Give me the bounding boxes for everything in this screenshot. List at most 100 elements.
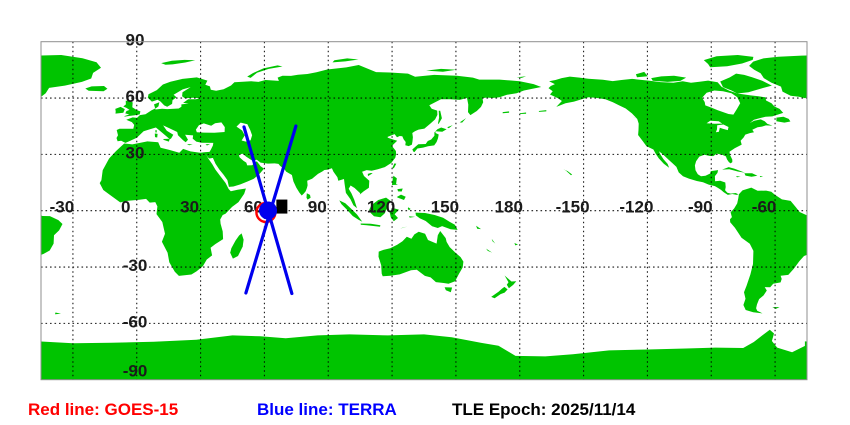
- longitude-label: 120: [367, 198, 395, 217]
- south-georgia-landmass: [821, 313, 827, 315]
- sicily-landmass: [163, 138, 170, 142]
- hispaniola-landmass: [744, 173, 758, 177]
- latitude-label: 90: [126, 31, 145, 50]
- uk-landmass: [123, 100, 141, 117]
- lake-superior: [706, 120, 723, 124]
- longitude-label: 30: [180, 198, 199, 217]
- java-landmass: [360, 223, 381, 227]
- land-layer: [0, 55, 827, 380]
- corsica-landmass: [155, 130, 157, 133]
- novaya-zemlya-landmass: [247, 65, 283, 78]
- iceland-landmass: [85, 86, 108, 92]
- solomons-landmass: [476, 225, 481, 230]
- latitude-label: -60: [123, 312, 148, 331]
- longitude-label: 150: [431, 198, 459, 217]
- eurasia-africa-landmass: [99, 65, 542, 276]
- halmahera-landmass: [407, 207, 411, 211]
- puerto-rico-landmass: [759, 176, 764, 178]
- crete-landmass: [187, 144, 193, 146]
- longitude-label: 0: [121, 198, 130, 217]
- luzon-landmass: [391, 175, 398, 185]
- australia-landmass: [378, 231, 464, 284]
- legend-goes15-label: Red line: GOES-15: [28, 400, 179, 419]
- axis-labels: -30 0 30 60 90 120 150 180 -150 -120 -90 -60 90 60 30 -…: [50, 31, 777, 381]
- vancouver-island-landmass: [629, 115, 640, 120]
- black-sea: [195, 122, 225, 133]
- legend-tle-epoch-label: TLE Epoch: 2025/11/14: [452, 400, 636, 419]
- antarctica-landmass: [804, 341, 807, 380]
- sri-lanka-landmass: [306, 193, 311, 200]
- timor-landmass: [400, 226, 408, 229]
- fiji-landmass: [514, 243, 518, 246]
- wrangel-landmass: [516, 76, 527, 78]
- aleutian-3-landmass: [538, 110, 547, 112]
- baffin-landmass: [0, 74, 6, 94]
- longitude-label: -90: [688, 198, 713, 217]
- longitude-label: 90: [308, 198, 327, 217]
- cyprus-landmass: [205, 143, 211, 146]
- terra-marker: [259, 201, 278, 220]
- longitude-label: -30: [50, 198, 75, 217]
- longitude-label: -150: [556, 198, 590, 217]
- longitude-label: -60: [752, 198, 777, 217]
- borneo-landmass: [369, 197, 391, 218]
- falklands-landmass: [772, 307, 780, 309]
- sardinia-landmass: [154, 133, 158, 138]
- new-zealand-north-landmass: [504, 275, 517, 289]
- latlon-grid: [41, 41, 807, 380]
- aleutian-1-landmass: [502, 111, 510, 114]
- newfoundland-landmass: [776, 116, 791, 123]
- latitude-label: 60: [126, 87, 145, 106]
- longitude-label: 60: [244, 198, 263, 217]
- longitude-label: 180: [495, 198, 523, 217]
- jamaica-landmass: [736, 176, 741, 178]
- cuba-landmass: [722, 167, 746, 173]
- latitude-label: -30: [123, 256, 148, 275]
- madagascar-landmass: [230, 233, 244, 259]
- hawaii-landmass: [563, 169, 573, 176]
- station-marker: [276, 199, 288, 214]
- baffin-landmass: [720, 73, 772, 94]
- svalbard-landmass: [161, 59, 196, 65]
- kuril-1-landmass: [447, 125, 453, 129]
- southampton-landmass: [716, 87, 726, 91]
- antarctica-landmass: [41, 343, 44, 380]
- vanuatu-landmass: [491, 238, 496, 244]
- new-caledonia-landmass: [486, 248, 493, 253]
- new-zealand-south-landmass: [491, 286, 508, 299]
- latitude-label: 30: [126, 143, 145, 162]
- seram-landmass: [408, 216, 416, 218]
- sakhalin-landmass: [438, 110, 442, 125]
- ireland-landmass: [115, 106, 125, 114]
- victoria-island-landmass: [651, 75, 687, 82]
- aleutian-2-landmass: [519, 112, 527, 114]
- falklands-landmass: [6, 307, 13, 309]
- south-america-landmass: [41, 215, 63, 255]
- track-layer: [242, 124, 298, 296]
- newfoundland-landmass: [10, 117, 24, 123]
- latitude-label: -90: [123, 362, 148, 381]
- severnaya-zemlya-landmass: [332, 58, 359, 63]
- japan-landmass: [412, 127, 447, 153]
- sumatra-landmass: [339, 200, 363, 222]
- mindanao-landmass: [396, 194, 406, 200]
- tasmania-landmass: [444, 287, 453, 293]
- south-america-landmass: [730, 187, 807, 314]
- new-guinea-landmass: [415, 212, 458, 230]
- lake-michigan-huron: [715, 124, 729, 133]
- new-siberian-landmass: [426, 68, 457, 72]
- ellesmere-landmass: [703, 55, 754, 68]
- banks-island-landmass: [635, 71, 648, 78]
- longitude-label: -120: [619, 198, 653, 217]
- north-america-landmass: [0, 77, 17, 195]
- taiwan-landmass: [392, 163, 397, 169]
- antarctica-landmass: [41, 329, 807, 380]
- visayas-landmass: [397, 188, 403, 192]
- south-georgia-landmass: [55, 312, 61, 315]
- map-border: [40, 41, 808, 381]
- kuril-2-landmass: [459, 118, 467, 123]
- hainan-landmass: [367, 173, 373, 177]
- greenland-landmass: [41, 55, 101, 97]
